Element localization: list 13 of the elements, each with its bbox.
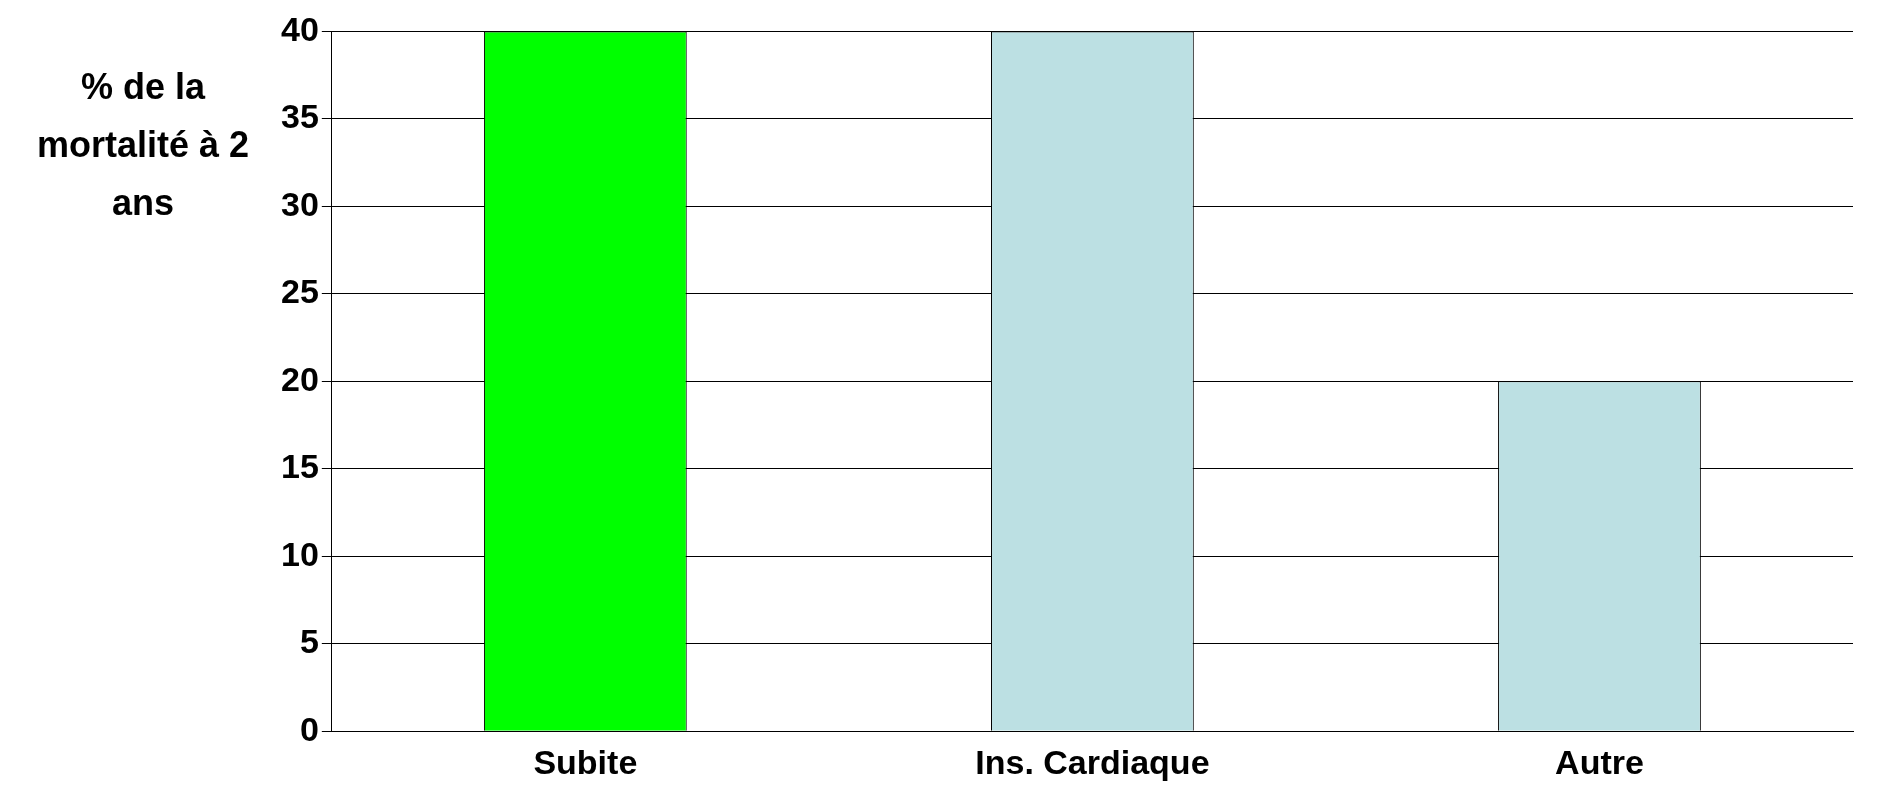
x-tick-label: Autre bbox=[1555, 742, 1644, 781]
y-tick-label: 25 bbox=[280, 272, 319, 311]
y-tick-label: 40 bbox=[280, 9, 319, 48]
y-tick-label: 5 bbox=[299, 622, 319, 661]
x-tick-label: Subite bbox=[533, 742, 638, 781]
y-tick-label: 20 bbox=[280, 359, 319, 398]
y-tick-label: 30 bbox=[280, 184, 319, 223]
y-tick-label: 10 bbox=[280, 534, 319, 573]
y-axis-title: % de la mortalité à 2 ans bbox=[35, 65, 251, 225]
y-tick-label: 35 bbox=[280, 97, 319, 136]
y-tick-label: 15 bbox=[280, 447, 319, 486]
y-tick-label: 0 bbox=[299, 709, 319, 748]
x-tick-label: Ins. Cardiaque bbox=[975, 742, 1210, 781]
